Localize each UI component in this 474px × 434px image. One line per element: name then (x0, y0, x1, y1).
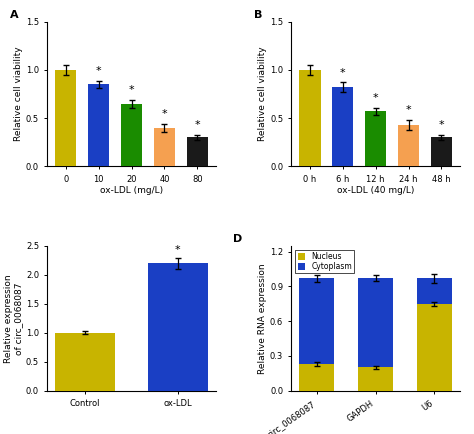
Text: *: * (373, 93, 378, 103)
Text: *: * (406, 105, 411, 115)
Bar (299, 278, 335, 364)
Text: A: A (10, 10, 19, 20)
Bar (431, 138, 452, 166)
Bar (88, 84, 109, 166)
Y-axis label: Relative RNA expression: Relative RNA expression (258, 263, 267, 374)
Text: *: * (96, 66, 101, 76)
Bar (417, 278, 452, 304)
Text: *: * (129, 85, 134, 95)
Text: *: * (162, 109, 167, 119)
Bar (148, 263, 208, 391)
Y-axis label: Relative cell viability: Relative cell viability (14, 47, 23, 141)
Bar (55, 70, 76, 166)
Legend: Nucleus, Cytoplasm: Nucleus, Cytoplasm (295, 250, 355, 273)
X-axis label: ox-LDL (mg/L): ox-LDL (mg/L) (100, 187, 163, 195)
Bar (121, 104, 142, 166)
Bar (299, 70, 320, 166)
Bar (332, 87, 354, 166)
Text: *: * (340, 68, 346, 78)
Bar (398, 125, 419, 166)
Bar (358, 368, 393, 391)
Bar (187, 138, 208, 166)
Bar (365, 112, 386, 166)
Text: *: * (438, 120, 444, 130)
Text: B: B (255, 10, 263, 20)
Text: *: * (194, 120, 200, 130)
Text: D: D (233, 234, 242, 244)
X-axis label: ox-LDL (40 mg/L): ox-LDL (40 mg/L) (337, 187, 414, 195)
Y-axis label: Relative expression
of circ_0068087: Relative expression of circ_0068087 (4, 274, 23, 362)
Y-axis label: Relative cell viability: Relative cell viability (258, 47, 267, 141)
Bar (358, 278, 393, 368)
Bar (299, 364, 335, 391)
Text: *: * (175, 245, 181, 255)
Bar (154, 128, 175, 166)
Bar (417, 304, 452, 391)
Bar (55, 333, 115, 391)
